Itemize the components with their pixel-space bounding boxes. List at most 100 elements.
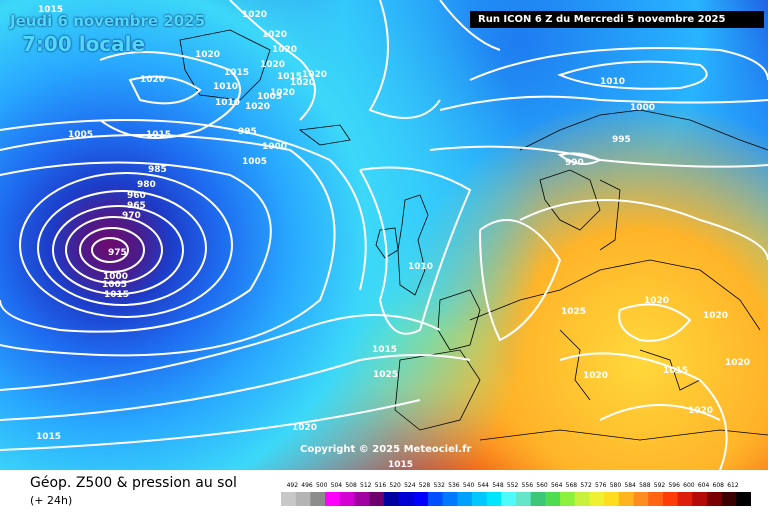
legend-swatch — [530, 492, 546, 506]
pressure-label: 1005 — [257, 92, 283, 102]
legend-tick-label: 556 — [522, 482, 534, 489]
pressure-label: 1015 — [663, 366, 689, 376]
legend-swatch — [662, 492, 679, 506]
legend-swatch — [501, 492, 517, 506]
legend-swatch — [706, 492, 723, 506]
legend-swatch — [560, 492, 576, 506]
pressure-label: 980 — [137, 180, 156, 190]
pressure-label: 970 — [122, 211, 141, 221]
pressure-label: 1020 — [262, 30, 288, 40]
legend-swatch — [721, 492, 737, 506]
pressure-label: 1020 — [302, 70, 328, 80]
legend-swatch — [413, 492, 429, 506]
legend-tick-label: 568 — [566, 482, 578, 489]
date-title: Jeudi 6 novembre 2025 — [10, 12, 206, 30]
pressure-label: 1010 — [213, 82, 239, 92]
legend-tick-label: 512 — [360, 482, 372, 489]
pressure-label: 1015 — [224, 68, 250, 78]
legend-swatch — [369, 492, 385, 506]
legend-tick-label: 500 — [316, 482, 328, 489]
legend-tick-label: 572 — [580, 482, 592, 489]
legend-tick-label: 492 — [287, 482, 299, 489]
pressure-label: 1020 — [725, 358, 751, 368]
legend-tick-label: 532 — [433, 482, 445, 489]
legend-tick-label: 552 — [507, 482, 519, 489]
footer-title: Géop. Z500 & pression au sol — [30, 475, 237, 491]
pressure-label: 1020 — [703, 311, 729, 321]
legend-tick-label: 588 — [639, 482, 651, 489]
legend-swatch — [457, 492, 473, 506]
legend-tick-label: 540 — [463, 482, 475, 489]
legend-swatch — [648, 492, 664, 506]
pressure-label: 1015 — [38, 5, 64, 15]
legend-swatch — [398, 492, 414, 506]
pressure-label: 1020 — [245, 102, 271, 112]
legend-swatch — [310, 492, 326, 506]
legend-swatch — [633, 492, 649, 506]
legend-swatch — [486, 492, 502, 506]
pressure-label: 995 — [612, 135, 631, 145]
legend-swatch — [295, 492, 311, 506]
pressure-label: 1005 — [68, 130, 94, 140]
pressure-label: 1020 — [242, 10, 268, 20]
legend-tick-label: 580 — [610, 482, 622, 489]
pressure-label: 1025 — [561, 307, 587, 317]
legend-swatch — [574, 492, 590, 506]
pressure-label: 1000 — [630, 103, 656, 113]
legend-tick-label: 612 — [727, 482, 739, 489]
legend-swatch — [736, 492, 751, 506]
legend-swatch — [383, 492, 399, 506]
legend-tick-label: 524 — [404, 482, 416, 489]
pressure-label: 1015 — [104, 290, 130, 300]
legend-swatch — [692, 492, 708, 506]
copyright-text: Copyright © 2025 Meteociel.fr — [300, 444, 472, 455]
legend-swatch — [354, 492, 370, 506]
pressure-label: 985 — [148, 165, 167, 175]
legend-tick-label: 608 — [713, 482, 725, 489]
legend-tick-label: 508 — [345, 482, 357, 489]
pressure-label: 1010 — [215, 98, 241, 108]
legend-swatch — [325, 492, 341, 506]
legend-tick-label: 528 — [419, 482, 431, 489]
legend-tick-label: 576 — [595, 482, 607, 489]
legend-swatch — [589, 492, 605, 506]
legend-tick-label: 596 — [668, 482, 680, 489]
legend-swatch — [442, 492, 458, 506]
legend-tick-label: 544 — [478, 482, 490, 489]
pressure-label: 1015 — [388, 460, 414, 470]
pressure-label: 1020 — [644, 296, 670, 306]
time-title: 7:00 locale — [22, 32, 146, 56]
pressure-label: 1015 — [372, 345, 398, 355]
pressure-label: 1020 — [272, 45, 298, 55]
pressure-label: 1020 — [583, 371, 609, 381]
legend-swatch — [281, 492, 297, 506]
pressure-label: 1015 — [277, 72, 303, 82]
legend-tick-label: 520 — [389, 482, 401, 489]
pressure-label: 1015 — [146, 130, 172, 140]
pressure-label: 1005 — [242, 157, 268, 167]
pressure-label: 1020 — [292, 423, 318, 433]
footer-subtitle: (+ 24h) — [30, 494, 73, 507]
legend-swatch — [545, 492, 561, 506]
legend-tick-label: 496 — [301, 482, 313, 489]
pressure-label: 960 — [127, 191, 146, 201]
legend-swatch — [339, 492, 355, 506]
pressure-label: 1020 — [688, 406, 714, 416]
pressure-label: 1020 — [140, 75, 166, 85]
legend-swatch — [427, 492, 444, 506]
legend-tick-label: 504 — [331, 482, 343, 489]
color-scale-legend: 492 496 500 504 508 512 516 520 524 528 532 536 540 5… — [281, 482, 751, 506]
legend-swatch — [604, 492, 620, 506]
legend-tick-label: 592 — [654, 482, 666, 489]
coastlines — [179, 29, 768, 441]
pressure-label: 1015 — [36, 432, 62, 442]
pressure-label: 1000 — [262, 142, 288, 152]
legend-tick-label: 604 — [698, 482, 710, 489]
legend-tick-label: 564 — [551, 482, 563, 489]
pressure-label: 1010 — [600, 77, 626, 87]
legend-tick-label: 584 — [624, 482, 636, 489]
legend-tick-label: 516 — [375, 482, 387, 489]
legend-tick-label: 560 — [536, 482, 548, 489]
legend-tick-label: 536 — [448, 482, 460, 489]
pressure-label: 995 — [238, 127, 257, 137]
